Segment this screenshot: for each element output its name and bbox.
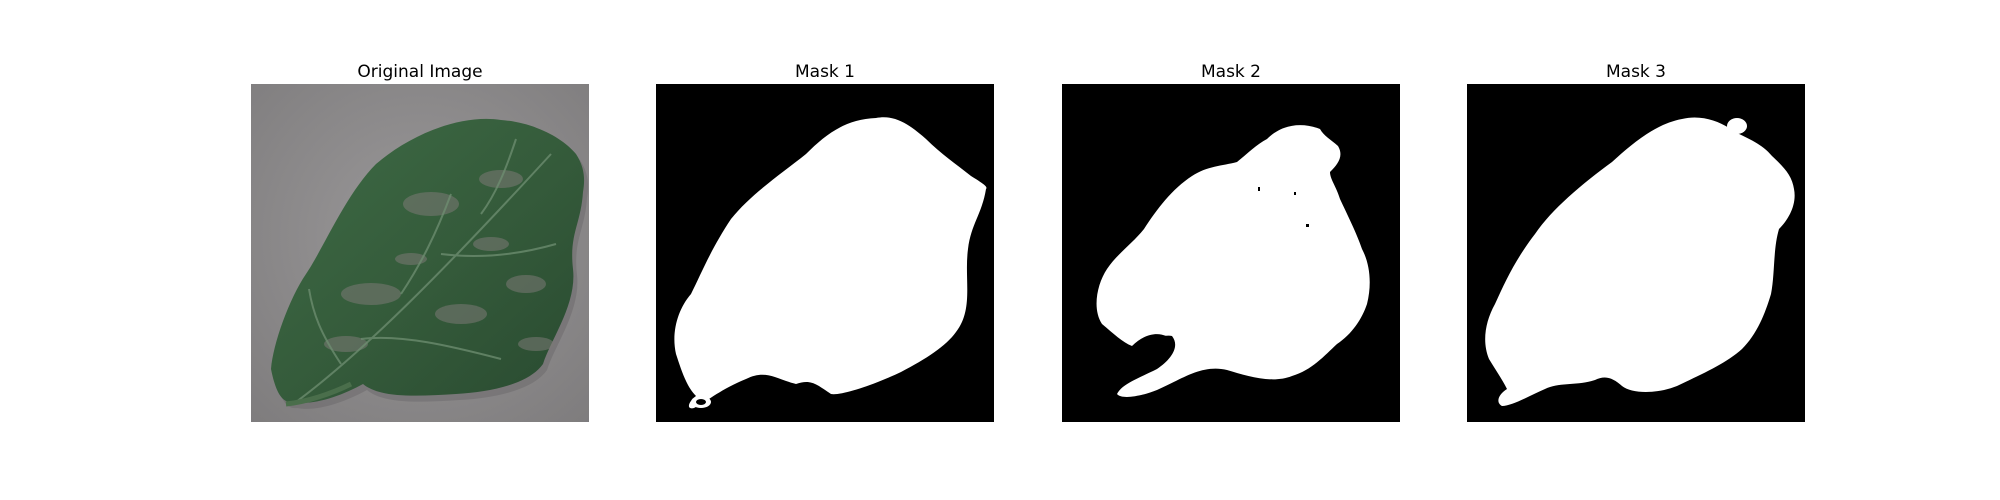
mask-1-image [656, 84, 994, 422]
panel-title-original-image: Original Image [357, 62, 483, 82]
panel-original-image: Original Image [251, 60, 589, 422]
panel-title-mask-2: Mask 2 [1200, 62, 1261, 82]
mask-3-image [1467, 84, 1805, 422]
panel-mask-1: Mask 1 [656, 60, 994, 422]
original-leaf-photo [251, 84, 589, 422]
panel-title-mask-1: Mask 1 [794, 62, 855, 82]
panel-title-mask-3: Mask 3 [1605, 62, 1666, 82]
panel-mask-3: Mask 3 [1467, 60, 1805, 422]
mask-2-image [1062, 84, 1400, 422]
panel-mask-2: Mask 2 [1062, 60, 1400, 422]
